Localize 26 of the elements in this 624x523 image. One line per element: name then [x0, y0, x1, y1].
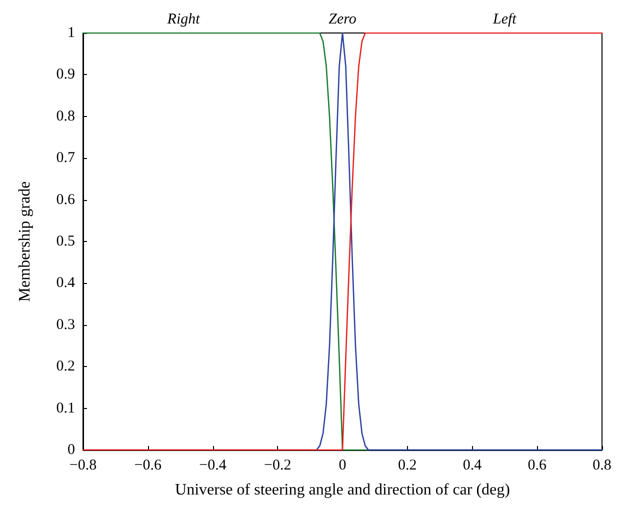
x-tick-label: −0.2	[264, 458, 292, 474]
y-tick-label: 0.9	[56, 66, 75, 83]
y-axis-title: Membership grade	[16, 181, 34, 302]
y-tick-label: 0.3	[56, 316, 75, 333]
x-tick-label: −0.4	[199, 458, 227, 474]
y-tick-label: 0.4	[56, 275, 76, 292]
y-tick-label: 0.5	[56, 234, 75, 250]
y-tick-label: 0.2	[56, 358, 75, 375]
x-tick-label: 0.2	[398, 458, 417, 474]
annotation: Right	[166, 12, 201, 28]
annotation: Zero	[328, 12, 357, 28]
y-tick-label: 0.7	[56, 150, 76, 166]
y-tick-label: 0.6	[56, 192, 76, 208]
x-tick-label: 0.4	[462, 458, 482, 474]
y-tick-label: 0.1	[56, 400, 75, 416]
x-tick-label: 0	[338, 458, 346, 474]
x-tick-label: 0.6	[528, 458, 547, 474]
y-tick-label: 0.8	[56, 108, 75, 124]
y-tick-label: 0	[68, 442, 75, 458]
x-tick-label: 0.8	[592, 458, 612, 474]
x-tick-label: −0.6	[134, 458, 162, 474]
line-series	[82, 32, 603, 451]
annotation: Left	[492, 12, 518, 28]
x-axis-title: Universe of steering angle and direction of car (deg)	[175, 482, 510, 498]
y-tick-label: 1	[68, 25, 75, 41]
x-tick-label: −0.8	[69, 458, 97, 474]
